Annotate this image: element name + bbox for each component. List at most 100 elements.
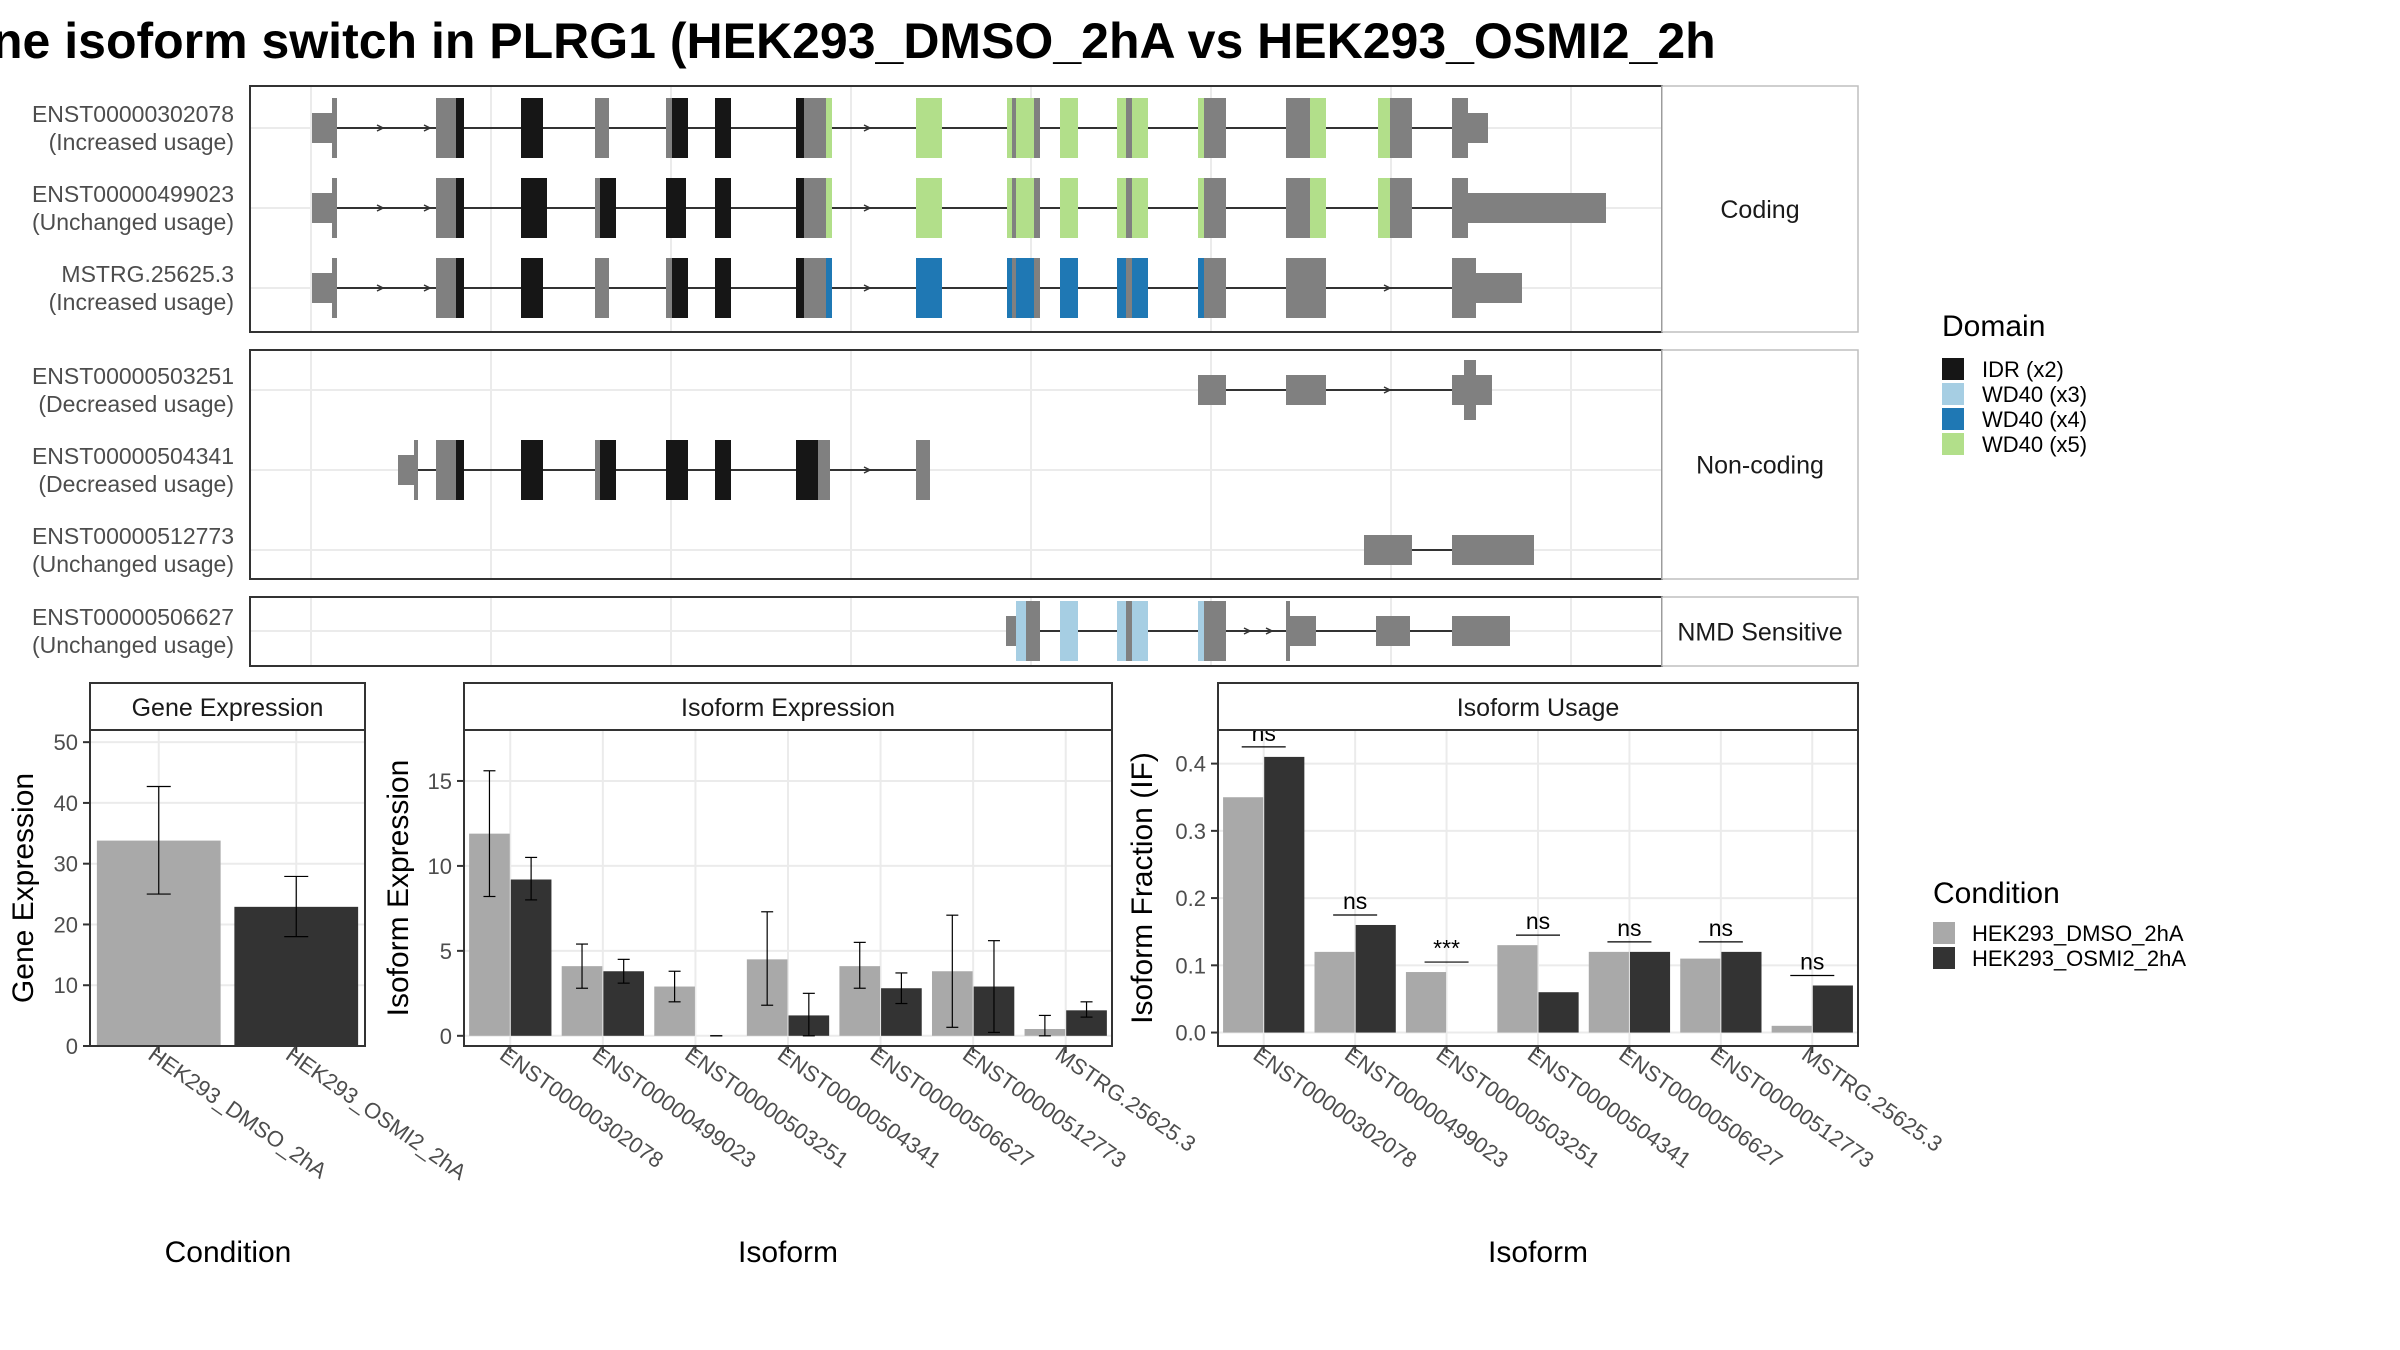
exon [1452,178,1468,238]
domain-exon [826,98,832,158]
significance-label: ns [1526,908,1550,934]
exon [595,258,609,318]
legend-key [1942,383,1964,405]
y-tick-label: 20 [54,912,78,937]
exon [312,193,332,223]
domain-exon [1016,601,1026,661]
legend-title: Condition [1933,877,2060,910]
x-tick-label: ENST00000506627 [1615,1042,1788,1173]
y-tick-label: 10 [54,973,78,998]
legend-key [1933,947,1955,969]
exon [595,98,609,158]
x-tick-label: ENST00000512773 [958,1042,1131,1173]
facet-strip [1661,596,1859,667]
y-tick-label: 0.3 [1175,819,1206,844]
transcript-label: ENST00000503251 [32,363,234,389]
facet-strip [1661,349,1859,580]
legend-label: WD40 (x5) [1982,432,2087,457]
bar [1588,951,1629,1033]
domain-exon [1007,258,1012,318]
transcript-status: (Unchanged usage) [32,209,234,235]
x-tick-label: ENST00000503251 [681,1042,854,1173]
domain-exon [1016,178,1034,238]
domain-exon [1016,98,1034,158]
exon [1126,601,1132,661]
y-tick-label: 50 [54,730,78,755]
exon [1034,178,1040,238]
exon [1286,98,1310,158]
domain-exon [1198,258,1204,318]
transcript-label: ENST00000504341 [32,443,234,469]
exon [1286,258,1326,318]
facet-strip-label: Coding [1720,196,1799,224]
domain-exon [1198,601,1204,661]
legend-label: HEK293_OSMI2_2hA [1972,946,2186,971]
facet-strip-label: Gene Expression [132,694,324,722]
domain-exon [1060,98,1078,158]
domain-exon [715,258,731,318]
exon [1452,375,1464,405]
transcript-mstrg.25625.3 [312,258,1522,318]
transcript-enst00000302078 [312,98,1488,158]
domain-exon [456,258,464,318]
x-tick-label: ENST00000499023 [1340,1042,1513,1173]
exon [804,258,826,318]
exon [666,98,672,158]
exon [1476,375,1492,405]
facet-strip [89,682,366,731]
x-tick-label: ENST00000506627 [866,1042,1039,1173]
domain-exon [1007,178,1012,238]
transcript-status: (Unchanged usage) [32,551,234,577]
domain-exon [672,258,688,318]
domain-exon [916,258,942,318]
domain-exon [796,178,804,238]
structure-panel-nmd-sensitive: NMD Sensitive [249,596,1859,667]
domain-exon [521,440,543,500]
x-axis-title: Condition [165,1236,292,1269]
exon [398,455,414,485]
facet-strip-label: Isoform Expression [681,694,895,722]
domain-exon [456,440,464,500]
exon [436,98,456,158]
direction-arrow [423,284,432,292]
domain-exon [1132,601,1148,661]
y-axis-title: Isoform Expression [382,760,415,1017]
legend-label: HEK293_DMSO_2hA [1972,921,2184,946]
exon [1204,258,1212,318]
domain-exon [826,258,832,318]
domain-exon [672,98,688,158]
structure-panel-non-coding: Non-coding [249,349,1859,580]
y-tick-label: 0.4 [1175,752,1206,777]
figure-title: ne isoform switch in PLRG1 (HEK293_DMSO_… [0,13,1716,69]
domain-exon [715,98,731,158]
exon [1126,98,1132,158]
transcript-status: (Decreased usage) [38,391,234,417]
exon [595,178,600,238]
domain-exon [600,440,616,500]
legend-key [1942,433,1964,455]
bar [1771,1025,1812,1033]
exon [1390,98,1412,158]
y-tick-label: 10 [428,854,452,879]
direction-arrow [1383,284,1392,292]
y-tick-label: 40 [54,791,78,816]
domain-exon [1132,98,1148,158]
domain-exon [715,178,731,238]
exon [332,178,337,238]
significance-label: ns [1709,915,1733,941]
direction-arrow [376,124,385,132]
y-tick-label: 0 [66,1034,78,1059]
exon [1198,375,1226,405]
exon [1464,360,1476,420]
exon [1364,535,1412,565]
exon [1034,258,1040,318]
exon [1286,375,1326,405]
y-axis-title: Isoform Fraction (IF) [1126,752,1159,1024]
x-tick-label: ENST00000302078 [1249,1042,1422,1173]
bar [1812,985,1853,1033]
transcript-enst00000506627 [1006,601,1510,661]
exon [332,258,337,318]
